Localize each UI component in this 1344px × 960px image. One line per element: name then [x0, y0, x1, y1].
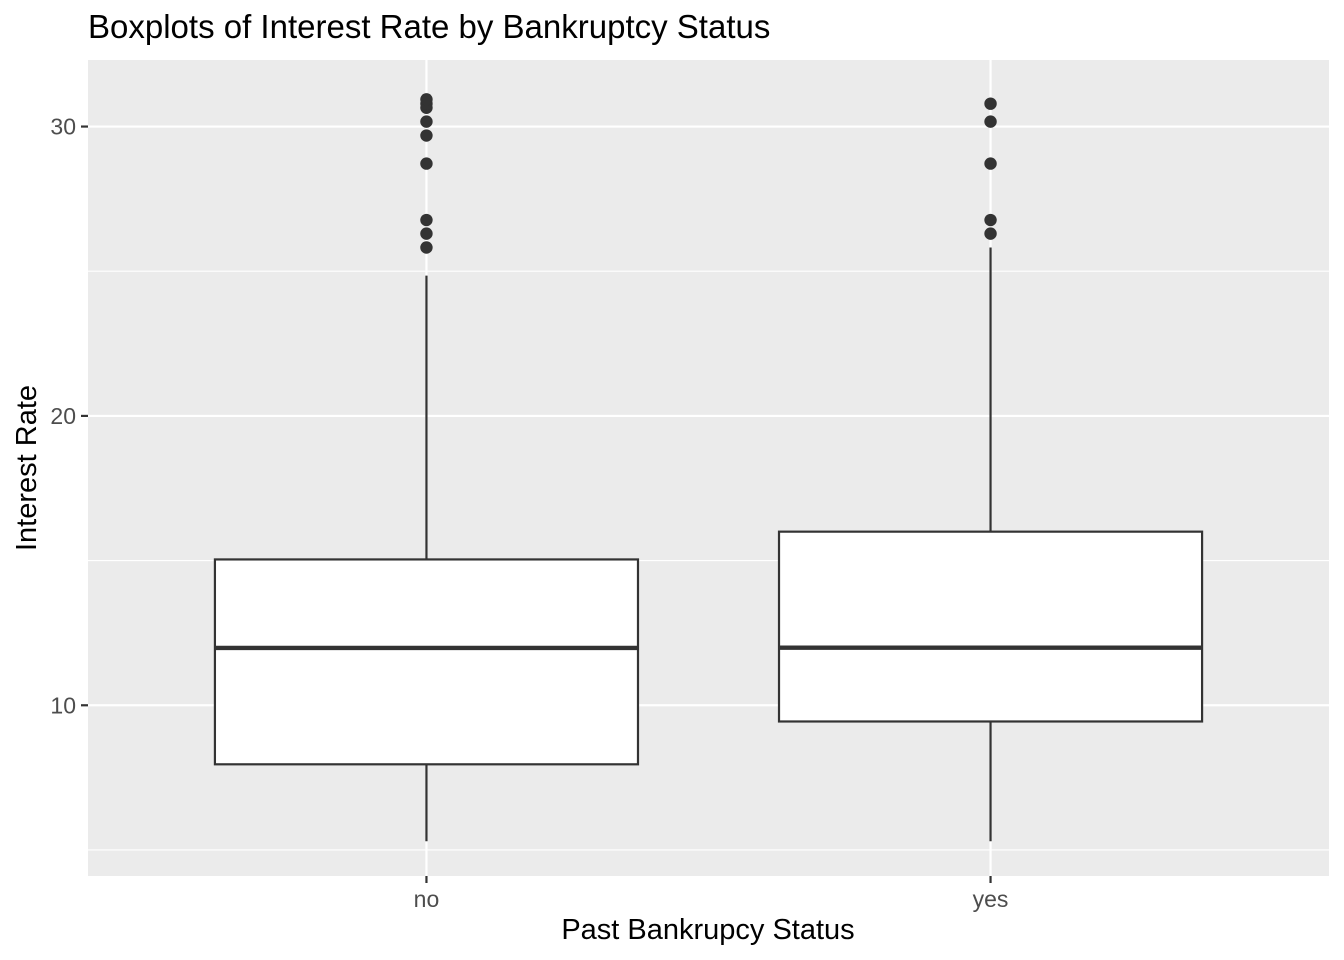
- outlier-point: [420, 213, 433, 227]
- outlier-point: [984, 213, 997, 227]
- box-no: [213, 93, 640, 842]
- y-axis: 10 20 30: [50, 114, 88, 718]
- x-axis-title: Past Bankrupcy Status: [561, 914, 854, 946]
- box-iqr: [213, 558, 640, 766]
- x-tick-label: yes: [973, 886, 1009, 912]
- y-tick-label: 10: [50, 692, 76, 718]
- y-tick-label: 30: [50, 114, 76, 140]
- outlier-point: [420, 241, 433, 254]
- box-yes: [777, 97, 1204, 842]
- outlier-point: [984, 227, 997, 240]
- outlier-point: [420, 227, 433, 240]
- y-tick-label: 20: [50, 403, 76, 429]
- outlier-point: [420, 157, 433, 170]
- boxes: [213, 93, 1204, 842]
- y-axis-title: Interest Rate: [11, 385, 43, 551]
- outlier-point: [420, 93, 433, 106]
- outlier-point: [984, 115, 997, 128]
- outlier-point: [984, 97, 997, 110]
- x-axis: no yes: [414, 876, 1009, 912]
- outlier-point: [984, 157, 997, 170]
- x-tick-label: no: [414, 886, 440, 912]
- box-iqr: [777, 530, 1204, 723]
- outlier-point: [420, 115, 433, 128]
- chart-title: Boxplots of Interest Rate by Bankruptcy …: [88, 8, 770, 45]
- outlier-point: [420, 129, 433, 142]
